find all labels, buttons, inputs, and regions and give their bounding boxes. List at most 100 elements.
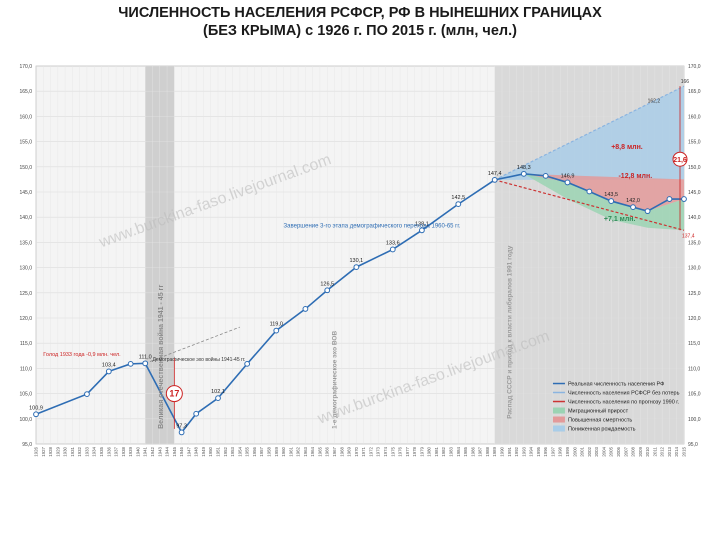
x-tick-label: 1974 [383, 446, 388, 456]
x-tick-label: 1948 [194, 446, 199, 456]
x-tick-label: 1969 [347, 446, 352, 456]
x-tick-label: 1935 [99, 446, 104, 456]
x-tick-label: 2011 [652, 446, 657, 456]
x-tick-label: 1987 [478, 446, 483, 456]
legend-label: Повышенная смертность [568, 418, 632, 424]
x-tick-label: 1941 [143, 446, 148, 456]
y-tick-label-right: 150,0 [688, 165, 701, 171]
y-tick-label-right: 155,0 [688, 140, 701, 146]
x-tick-label: 1995 [536, 446, 541, 456]
title-line-1: ЧИСЛЕННОСТЬ НАСЕЛЕНИЯ РСФСР, РФ В НЫНЕШН… [118, 5, 602, 21]
vertical-annotation: 1-е демографическое эхо ВОВ [332, 331, 339, 429]
data-label: 148,3 [517, 165, 531, 171]
data-point [418, 227, 425, 234]
data-label: 138,1 [415, 221, 429, 227]
population-chart: 95,0 95,0 100,0 100,0 105,0 105,0 110,0 110,0 11… [19, 64, 701, 457]
x-tick-label: 1931 [70, 446, 75, 456]
y-tick-label-left: 135,0 [19, 240, 32, 246]
x-tick-label: 1950 [208, 446, 213, 456]
x-tick-label: 1973 [376, 446, 381, 456]
x-tick-label: 2009 [638, 446, 643, 456]
x-tick-label: 1963 [303, 446, 308, 456]
x-tick-label: 1976 [398, 446, 403, 456]
data-point [33, 411, 39, 418]
data-point [244, 360, 251, 367]
data-point [520, 170, 527, 177]
gap-total: 21,6 [673, 157, 687, 164]
x-tick-label: 1952 [223, 446, 228, 456]
x-tick-label: 1982 [441, 446, 446, 456]
x-tick-label: 1938 [121, 446, 126, 456]
x-tick-label: 2013 [667, 446, 672, 456]
data-point [215, 395, 221, 402]
wave3-label: Завершение 3-го этапа демографического п… [284, 223, 461, 229]
x-tick-label: 2004 [601, 446, 606, 456]
data-point [564, 179, 571, 186]
y-tick-label-left: 160,0 [19, 114, 32, 120]
war-loss-value: 17 [169, 389, 179, 399]
legend-label: Миграционный прирост [568, 408, 629, 415]
gap-migration-label: +7,1 млн. [604, 216, 636, 223]
data-point [491, 177, 498, 183]
x-tick-label: 1986 [470, 446, 475, 456]
x-tick-label: 2012 [660, 446, 665, 456]
data-point [630, 204, 636, 211]
x-tick-label: 1940 [135, 446, 140, 456]
legend-swatch [552, 407, 565, 414]
x-tick-label: 1960 [281, 446, 286, 456]
x-tick-label: 2015 [682, 446, 687, 456]
series-line [494, 179, 685, 231]
echo-war-label: Демографическое эхо войны 1941-45 гг. [152, 356, 245, 363]
x-tick-label: 1981 [434, 446, 439, 456]
x-tick-label: 1985 [463, 446, 468, 456]
y-tick-label-left: 95,0 [22, 442, 32, 448]
data-label: 119,0 [270, 322, 283, 328]
legend-label: Численность населения РСФСР без потерь [568, 391, 680, 397]
data-label: 142,0 [626, 198, 640, 204]
x-tick-label: 1939 [128, 446, 133, 456]
x-tick-label: 1984 [456, 446, 461, 456]
x-tick-label: 1979 [419, 446, 424, 456]
legend-swatch [552, 416, 565, 423]
end-value: 137,4 [682, 233, 695, 239]
y-tick-label-right: 120,0 [688, 316, 701, 322]
x-tick-label: 1936 [106, 446, 111, 456]
x-tick-label: 1951 [216, 446, 221, 456]
prewar-trend-line [145, 326, 241, 364]
y-tick-label-right: 95,0 [688, 442, 698, 448]
data-point [681, 196, 687, 202]
x-tick-label: 1955 [245, 446, 250, 456]
data-label: 102,1 [211, 389, 225, 395]
x-tick-label: 2000 [572, 446, 577, 456]
extra-value: 166 [681, 79, 690, 85]
x-tick-label: 1944 [165, 446, 170, 456]
x-tick-label: 1977 [405, 446, 410, 456]
data-label: 147,4 [488, 171, 502, 177]
y-tick-label-right: 125,0 [688, 291, 701, 297]
x-tick-label: 1989 [492, 446, 497, 456]
data-point [84, 391, 90, 398]
data-label: 100,9 [29, 405, 43, 411]
x-tick-label: 1988 [485, 446, 490, 456]
legend-label: Пониженная рождаемость [568, 427, 636, 433]
war-loss-circle [165, 385, 183, 403]
title-line-2: (БЕЗ КРЫМА) с 1926 г. ПО 2015 г. (млн, ч… [203, 23, 517, 39]
x-tick-label: 1991 [507, 446, 512, 456]
x-tick-label: 1968 [339, 446, 344, 456]
legend-label: Реальная численность населения РФ [568, 382, 664, 388]
x-tick-label: 1957 [259, 446, 264, 456]
y-tick-label-right: 130,0 [688, 266, 701, 272]
x-tick-label: 1953 [230, 446, 235, 456]
x-tick-label: 1966 [325, 446, 330, 456]
x-tick-label: 1996 [543, 446, 548, 456]
x-tick-label: 1954 [237, 446, 242, 456]
data-label: 126,5 [320, 281, 334, 287]
data-point [178, 429, 185, 436]
data-label: 142,5 [451, 195, 465, 201]
x-tick-label: 1937 [114, 446, 119, 456]
y-tick-label-left: 145,0 [19, 190, 32, 196]
y-tick-label-left: 170,0 [19, 64, 32, 70]
x-tick-label: 2010 [645, 446, 650, 456]
x-tick-label: 1965 [317, 446, 322, 456]
legend-label: Численность населения по прогнозу 1990 г… [568, 400, 680, 406]
